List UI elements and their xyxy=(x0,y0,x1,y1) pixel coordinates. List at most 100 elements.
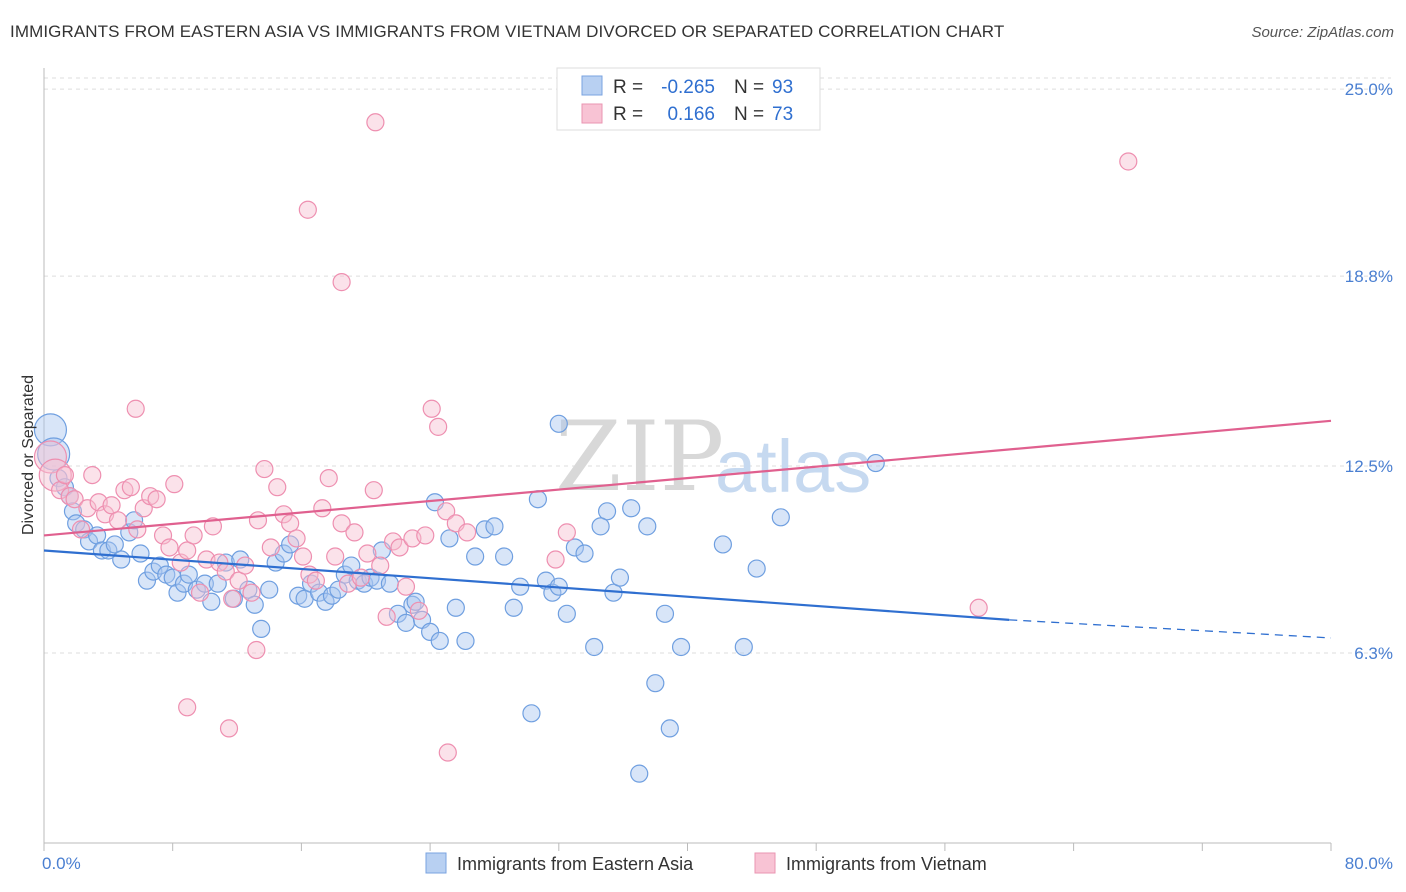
vietnam-point xyxy=(121,478,140,497)
vietnam-point xyxy=(247,640,266,660)
vietnam-point xyxy=(345,523,364,542)
vietnam-point xyxy=(377,607,396,626)
vietnam-point xyxy=(557,523,576,542)
vietnam-point xyxy=(147,490,166,509)
eastern-asia-point xyxy=(528,490,547,509)
legend-swatch-blue xyxy=(581,75,603,96)
vietnam-point xyxy=(178,698,197,717)
eastern-asia-point xyxy=(168,583,187,602)
eastern-asia-point xyxy=(150,556,169,575)
eastern-asia-point xyxy=(565,538,584,557)
eastern-asia-point xyxy=(380,574,399,593)
vietnam-point xyxy=(102,496,121,515)
watermark-atlas: atlas xyxy=(715,425,871,508)
vietnam-point xyxy=(332,514,351,533)
vietnam-point xyxy=(358,544,377,563)
eastern-asia-point xyxy=(638,517,657,536)
eastern-asia-point xyxy=(511,577,530,596)
eastern-asia-point xyxy=(504,598,523,617)
eastern-asia-point xyxy=(421,622,440,642)
eastern-asia-point xyxy=(131,544,150,563)
watermark-zip: ZIP xyxy=(555,401,724,513)
vietnam-point xyxy=(261,538,280,557)
x-tick-label-min: 0.0% xyxy=(42,854,81,873)
vietnam-point xyxy=(409,601,428,620)
vietnam-point xyxy=(281,514,300,533)
vietnam-point xyxy=(60,487,79,506)
vietnam-point xyxy=(371,556,390,575)
y-axis-label: Divorced or Separated xyxy=(20,375,37,535)
y-tick-label: 25.0% xyxy=(1345,80,1393,99)
eastern-asia-point xyxy=(597,502,617,521)
vietnam-point xyxy=(422,399,441,418)
eastern-asia-point xyxy=(734,637,753,657)
vietnam-point xyxy=(71,520,91,539)
legend-r-label-1: R = xyxy=(613,77,643,98)
legend-n-label-2: N = xyxy=(734,104,764,125)
eastern-asia-point xyxy=(440,529,459,548)
eastern-asia-point xyxy=(575,544,594,563)
eastern-asia-point xyxy=(671,637,691,657)
legend-r-label-2: R = xyxy=(613,104,643,125)
watermark: ZIP atlas xyxy=(555,401,871,513)
vietnam-point xyxy=(429,417,448,436)
vietnam-point xyxy=(255,459,274,479)
vietnam-point xyxy=(229,571,248,590)
vietnam-point xyxy=(55,466,75,485)
vietnam-point xyxy=(160,538,179,557)
eastern-asia-point xyxy=(105,535,124,554)
vietnam-point xyxy=(128,520,147,539)
vietnam-point xyxy=(390,538,409,557)
legend-n-label-1: N = xyxy=(734,77,764,98)
vietnam-point xyxy=(437,502,456,521)
eastern-asia-point xyxy=(342,556,361,575)
vietnam-point xyxy=(203,517,223,536)
eastern-asia-point xyxy=(585,637,604,657)
vietnam-point xyxy=(165,475,184,494)
trend-lines xyxy=(43,419,1332,639)
eastern-asia-point xyxy=(239,580,258,599)
trend-line-eastern-asia xyxy=(43,549,1010,621)
legend-r-value-2: 0.166 xyxy=(667,104,715,125)
y-tick-label: 18.8% xyxy=(1345,267,1393,286)
vietnam-point xyxy=(126,399,145,418)
eastern-asia-point xyxy=(33,413,68,447)
chart-source: Source: ZipAtlas.com xyxy=(1251,24,1394,41)
vietnam-point xyxy=(396,577,416,596)
eastern-asia-point xyxy=(557,604,576,623)
vietnam-point xyxy=(248,511,268,530)
eastern-asia-point xyxy=(522,704,541,723)
eastern-asia-point xyxy=(430,631,449,651)
vietnam-point xyxy=(969,598,988,617)
vietnam-point xyxy=(546,550,565,569)
vietnam-point xyxy=(366,113,385,132)
vietnam-point xyxy=(223,589,242,608)
vietnam-point xyxy=(287,529,306,548)
chart-title: IMMIGRANTS FROM EASTERN ASIA VS IMMIGRAN… xyxy=(10,22,1005,41)
vietnam-point xyxy=(351,568,371,587)
eastern-asia-point xyxy=(747,559,766,578)
eastern-asia-point xyxy=(630,764,649,783)
vietnam-point xyxy=(313,499,332,518)
bottom-legend-label-eastern-asia: Immigrants from Eastern Asia xyxy=(457,854,694,874)
eastern-asia-point xyxy=(466,547,485,566)
eastern-asia-point xyxy=(866,453,885,473)
x-ticks xyxy=(43,843,1332,851)
vietnam-point xyxy=(190,583,210,602)
legend-r-value-1: -0.265 xyxy=(661,77,715,98)
trend-line-eastern-asia-extension xyxy=(1009,619,1332,639)
eastern-asia-point xyxy=(245,595,264,614)
vietnam-point xyxy=(458,523,477,542)
bottom-legend-swatch-pink xyxy=(754,852,776,874)
trend-line-vietnam xyxy=(43,419,1332,537)
vietnam-point xyxy=(83,466,102,485)
vietnam-point xyxy=(268,478,287,497)
eastern-asia-point xyxy=(396,613,416,632)
vietnam-point xyxy=(364,481,383,500)
eastern-asia-point xyxy=(591,517,610,536)
series-eastern-asia-points xyxy=(33,413,885,783)
eastern-asia-point xyxy=(622,499,641,518)
vietnam-point xyxy=(219,719,239,738)
x-tick-label-max: 80.0% xyxy=(1345,854,1393,873)
